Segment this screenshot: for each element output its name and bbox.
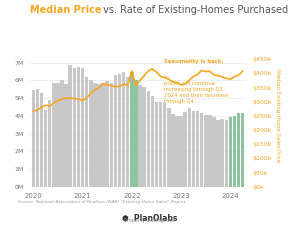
Bar: [167, 108, 170, 187]
Bar: [32, 90, 35, 187]
Bar: [184, 112, 187, 187]
Bar: [126, 77, 130, 187]
Bar: [212, 117, 216, 187]
Bar: [146, 91, 150, 187]
Bar: [97, 84, 101, 187]
Bar: [106, 81, 109, 187]
Bar: [220, 119, 224, 187]
Bar: [93, 83, 97, 187]
Bar: [237, 112, 240, 187]
Bar: [200, 113, 203, 187]
Bar: [142, 87, 146, 187]
Bar: [175, 115, 179, 187]
Text: Source: National Association of Realtors (NAR) "Existing-Home Sales" Report: Source: National Association of Realtors…: [18, 200, 185, 204]
Bar: [85, 76, 88, 187]
Bar: [204, 115, 208, 187]
Bar: [122, 72, 125, 187]
Text: vs. Rate of Existing-Homes Purchased: vs. Rate of Existing-Homes Purchased: [100, 5, 289, 15]
Bar: [208, 115, 212, 187]
Bar: [64, 84, 68, 187]
Bar: [81, 68, 84, 187]
Bar: [52, 83, 56, 187]
Bar: [110, 83, 113, 187]
Bar: [134, 80, 138, 187]
Bar: [188, 108, 191, 187]
Bar: [73, 68, 76, 187]
Bar: [40, 93, 43, 187]
Bar: [138, 85, 142, 187]
Bar: [163, 103, 166, 187]
Bar: [179, 116, 183, 187]
Bar: [224, 120, 228, 187]
Text: Seasonality is back,: Seasonality is back,: [164, 59, 223, 64]
Text: Median Price: Median Price: [30, 5, 101, 15]
Bar: [60, 81, 64, 187]
Bar: [159, 102, 162, 187]
Bar: [192, 111, 195, 187]
Bar: [114, 75, 117, 187]
Bar: [171, 114, 175, 187]
Bar: [77, 67, 80, 187]
Y-axis label: Median Existing-Home Sales Price: Median Existing-Home Sales Price: [275, 69, 280, 162]
Bar: [130, 72, 134, 187]
Text: Property Intelligence: Property Intelligence: [124, 206, 176, 223]
Bar: [56, 83, 60, 187]
Bar: [68, 65, 72, 187]
Bar: [36, 89, 39, 187]
Bar: [196, 110, 199, 187]
Bar: [44, 110, 47, 187]
Bar: [216, 120, 220, 187]
Text: so
prices will continue
increasing through Q2
2024 and then decrease
through Q4.: so prices will continue increasing throu…: [164, 75, 229, 104]
Bar: [233, 116, 236, 187]
Bar: [155, 101, 158, 187]
Text: ⬢  PlanOlabs: ⬢ PlanOlabs: [122, 214, 178, 223]
Bar: [229, 117, 232, 187]
Bar: [241, 113, 244, 187]
Bar: [89, 80, 92, 187]
Bar: [151, 96, 154, 187]
Bar: [48, 100, 52, 187]
Bar: [101, 83, 105, 187]
Bar: [118, 74, 121, 187]
